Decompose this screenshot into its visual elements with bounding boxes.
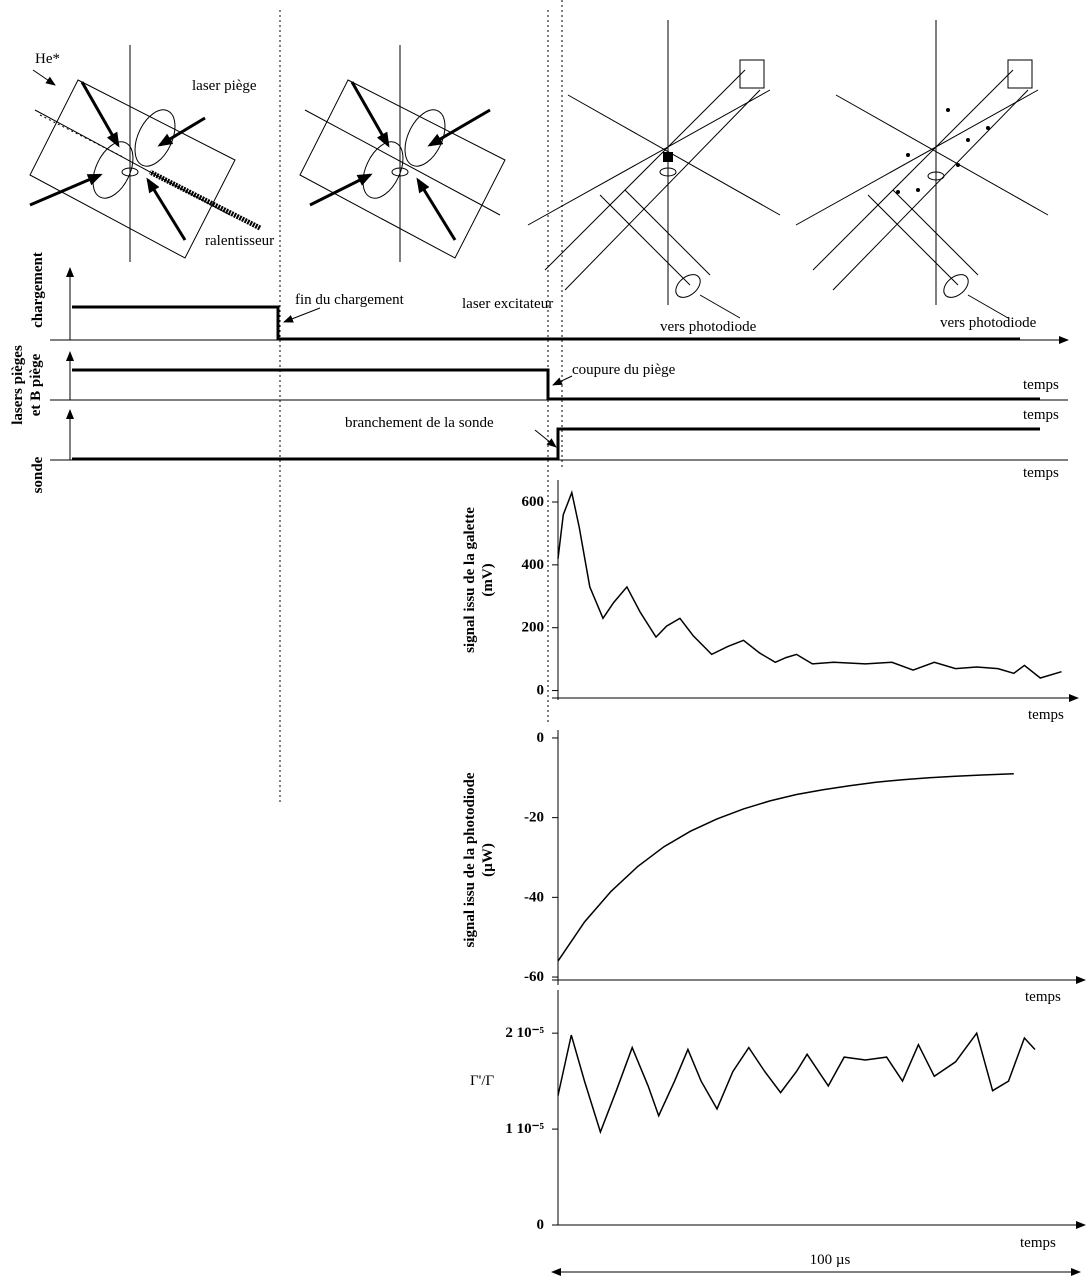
y-tick-label: 1 10⁻⁵ [505,1121,544,1137]
data-line [557,1031,1036,1135]
label: ralentisseur [205,233,274,249]
x-axis-label: temps [1025,989,1061,1005]
label: laser piège [192,78,257,94]
y-axis-label: Γ'/Γ [470,1073,495,1089]
y-tick-label: -20 [524,810,544,826]
trap-diagram-2 [299,45,506,262]
y-tick-label: 0 [537,730,545,746]
axis-label: temps [1023,407,1059,423]
x-axis-label: temps [1028,707,1064,723]
label: vers photodiode [660,319,757,335]
y-tick-label: 200 [522,620,545,636]
y-axis-label: (µW) [480,843,496,877]
y-tick-label: 0 [537,1217,545,1233]
label: He* [35,51,60,67]
row-label: chargement [30,252,46,328]
probe-diagram-2 [795,20,1049,319]
row-label: lasers pièges [10,345,26,425]
y-tick-label: 400 [522,557,545,573]
probe-diagram-1 [527,20,781,319]
y-axis-label: signal issu de la photodiode [462,772,478,947]
label: vers photodiode [940,315,1037,331]
row-label: sonde [30,456,46,493]
x-axis-label: temps [1020,1235,1056,1251]
y-tick-label: 0 [537,683,545,699]
y-tick-label: -40 [524,889,544,905]
duration-label: 100 µs [810,1252,851,1268]
y-axis-label: signal issu de la galette [462,507,478,653]
row-label: et B piège [28,353,44,416]
trap-diagram-1 [29,45,262,262]
y-tick-label: 600 [522,494,545,510]
data-line [557,489,1062,679]
data-line [557,773,1014,962]
axis-label: temps [1023,377,1059,393]
y-tick-label: -60 [524,969,544,985]
annotation: fin du chargement [295,292,405,308]
axis-label: temps [1023,465,1059,481]
timing-diagram [50,267,1069,461]
annotation: branchement de la sonde [345,415,494,431]
y-tick-label: 2 10⁻⁵ [505,1025,544,1041]
label: laser excitateur [462,296,553,312]
y-axis-label: (mV) [480,563,496,596]
annotation: coupure du piège [572,362,676,378]
